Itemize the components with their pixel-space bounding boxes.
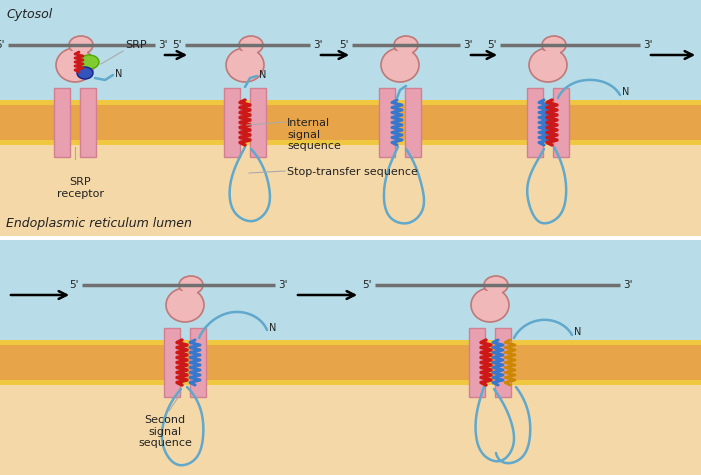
Ellipse shape bbox=[239, 36, 263, 54]
Text: 3': 3' bbox=[278, 280, 287, 290]
Text: 3': 3' bbox=[643, 40, 653, 50]
Bar bbox=[177, 291, 197, 301]
Bar bbox=[250, 88, 266, 157]
Text: 5': 5' bbox=[0, 40, 5, 50]
Ellipse shape bbox=[69, 36, 93, 54]
Bar bbox=[0, 380, 701, 385]
Bar bbox=[0, 145, 701, 237]
Bar bbox=[495, 328, 511, 397]
Ellipse shape bbox=[56, 48, 94, 82]
Ellipse shape bbox=[179, 276, 203, 294]
Text: 3': 3' bbox=[313, 40, 322, 50]
Text: SRP
receptor: SRP receptor bbox=[57, 177, 104, 199]
Text: Internal
signal
sequence: Internal signal sequence bbox=[287, 118, 341, 151]
Text: 5': 5' bbox=[487, 40, 497, 50]
Bar bbox=[540, 51, 560, 61]
Bar bbox=[527, 88, 543, 157]
Text: 5': 5' bbox=[69, 280, 79, 290]
Text: N: N bbox=[269, 323, 276, 333]
Ellipse shape bbox=[471, 288, 509, 322]
Bar bbox=[0, 340, 701, 385]
Bar bbox=[553, 88, 569, 157]
Bar bbox=[392, 51, 412, 61]
Text: 5': 5' bbox=[362, 280, 372, 290]
Ellipse shape bbox=[226, 48, 264, 82]
Text: SRP: SRP bbox=[125, 40, 147, 50]
Bar bbox=[190, 328, 206, 397]
Bar bbox=[0, 385, 701, 475]
Bar bbox=[0, 100, 701, 105]
Text: Cytosol: Cytosol bbox=[6, 8, 53, 21]
Text: N: N bbox=[574, 327, 581, 337]
Text: Second
signal
sequence: Second signal sequence bbox=[138, 415, 192, 448]
Ellipse shape bbox=[542, 36, 566, 54]
Text: Stop-transfer sequence: Stop-transfer sequence bbox=[287, 167, 418, 177]
Ellipse shape bbox=[394, 36, 418, 54]
Text: 3': 3' bbox=[463, 40, 472, 50]
Bar bbox=[237, 51, 257, 61]
Ellipse shape bbox=[77, 67, 93, 79]
Text: 5': 5' bbox=[172, 40, 182, 50]
Ellipse shape bbox=[529, 48, 567, 82]
Bar bbox=[0, 100, 701, 145]
Bar bbox=[0, 240, 701, 340]
Bar bbox=[482, 291, 502, 301]
Ellipse shape bbox=[484, 276, 508, 294]
Text: N: N bbox=[115, 69, 123, 79]
Bar bbox=[0, 0, 701, 100]
Bar bbox=[80, 88, 96, 157]
Bar bbox=[0, 236, 701, 239]
Ellipse shape bbox=[166, 288, 204, 322]
Text: 5': 5' bbox=[339, 40, 349, 50]
Bar bbox=[164, 328, 180, 397]
Bar bbox=[379, 88, 395, 157]
Bar bbox=[224, 88, 240, 157]
Bar bbox=[405, 88, 421, 157]
Bar bbox=[67, 51, 87, 61]
Text: 3': 3' bbox=[158, 40, 168, 50]
Text: 3': 3' bbox=[623, 280, 632, 290]
Text: Endoplasmic reticulum lumen: Endoplasmic reticulum lumen bbox=[6, 217, 192, 230]
Text: N: N bbox=[622, 87, 629, 97]
Ellipse shape bbox=[79, 55, 99, 69]
Bar bbox=[0, 140, 701, 145]
Bar bbox=[0, 340, 701, 345]
Bar bbox=[469, 328, 485, 397]
Ellipse shape bbox=[381, 48, 419, 82]
Text: N: N bbox=[259, 70, 266, 80]
Bar bbox=[54, 88, 70, 157]
